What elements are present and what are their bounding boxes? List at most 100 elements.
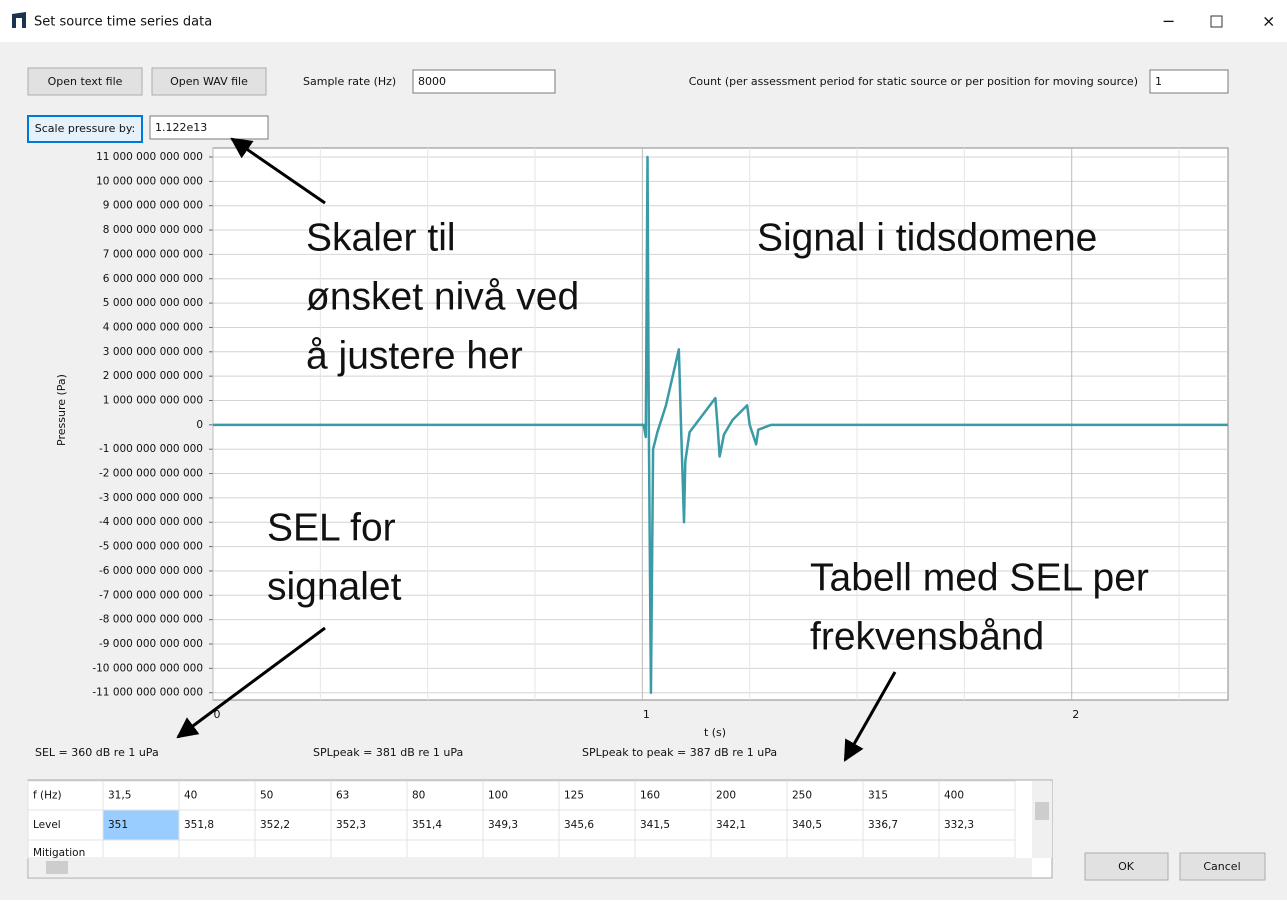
cancel-button[interactable] bbox=[1179, 852, 1266, 881]
annotations: Skaler til ønsket nivå ved å justere her Si… bbox=[267, 216, 1149, 658]
cell-text: 315 bbox=[868, 790, 888, 802]
y-tick-label: -1 000 000 000 000 bbox=[99, 443, 203, 455]
annotation: frekvensbånd bbox=[810, 615, 1044, 658]
table-cell bbox=[406, 809, 484, 841]
y-tick-label: -6 000 000 000 000 bbox=[99, 565, 203, 577]
table-cell bbox=[862, 809, 940, 841]
button-label: Open WAV file bbox=[170, 75, 248, 88]
minimize[interactable]: − bbox=[1162, 12, 1175, 31]
annotation: SEL for bbox=[267, 506, 396, 549]
table-cell bbox=[786, 780, 864, 811]
close[interactable]: × bbox=[1262, 12, 1275, 31]
table-cell bbox=[482, 839, 560, 859]
cell-text: 400 bbox=[944, 790, 964, 802]
table-cell bbox=[558, 809, 636, 841]
x-tick-label: 2 bbox=[1072, 708, 1079, 721]
app-icon bbox=[12, 12, 26, 28]
y-tick-label: -3 000 000 000 000 bbox=[99, 492, 203, 504]
y-tick-label: 9 000 000 000 000 bbox=[103, 200, 203, 212]
x-tick-label: 1 bbox=[643, 708, 650, 721]
stat: SEL = 360 dB re 1 uPa bbox=[35, 746, 159, 759]
cell-text: 40 bbox=[184, 790, 197, 802]
annotation: signalet bbox=[267, 565, 402, 608]
y-tick-label: 6 000 000 000 000 bbox=[103, 273, 203, 285]
y-tick-label: 8 000 000 000 000 bbox=[103, 224, 203, 236]
count-value: 1 bbox=[1155, 75, 1162, 88]
table-cell bbox=[102, 839, 180, 859]
open-wav-button[interactable] bbox=[151, 67, 267, 96]
y-tick-label: 11 000 000 000 000 bbox=[96, 151, 203, 163]
cell-text: 340,5 bbox=[792, 819, 822, 831]
y-tick-label: 10 000 000 000 000 bbox=[96, 175, 203, 187]
table-cell bbox=[938, 839, 1016, 859]
x-tick-label: 0 bbox=[214, 708, 221, 721]
sample-rate-label: Sample rate (Hz) bbox=[303, 75, 396, 88]
cell-text: 50 bbox=[260, 790, 273, 802]
h-scroll-thumb[interactable] bbox=[46, 861, 68, 874]
h-scrollbar[interactable] bbox=[29, 858, 1032, 877]
annotation: Skaler til bbox=[306, 216, 456, 259]
table-cells: f (Hz) 31,5 40 50 63 80 100 125 160 200 250 315 400 L… bbox=[27, 780, 1016, 859]
table-cell bbox=[938, 809, 1016, 841]
cell-text: 332,3 bbox=[944, 819, 974, 831]
maximize[interactable] bbox=[1210, 15, 1223, 28]
sample-rate-value: 8000 bbox=[418, 75, 446, 88]
y-tick-label: -7 000 000 000 000 bbox=[99, 589, 203, 601]
arrow bbox=[176, 626, 326, 739]
table-cell bbox=[938, 780, 1016, 811]
button-label: OK bbox=[1118, 860, 1135, 873]
table-cell bbox=[330, 839, 408, 859]
stat: SPLpeak = 381 dB re 1 uPa bbox=[313, 746, 463, 759]
scale-value: 1.122e13 bbox=[155, 121, 207, 134]
x-axis-label: t (s) bbox=[704, 726, 726, 739]
annotation: Signal i tidsdomene bbox=[757, 216, 1097, 259]
cell-text: 160 bbox=[640, 790, 660, 802]
count-input[interactable] bbox=[1149, 69, 1229, 94]
cell-text: 125 bbox=[564, 790, 584, 802]
table-cell bbox=[254, 839, 332, 859]
table-cell bbox=[862, 839, 940, 859]
cell-text: 351,4 bbox=[412, 819, 442, 831]
ok-button[interactable] bbox=[1084, 852, 1169, 881]
table-cell bbox=[27, 780, 104, 811]
y-axis-label: Pressure (Pa) bbox=[55, 374, 68, 446]
table-cell bbox=[178, 839, 256, 859]
cell-text: 342,1 bbox=[716, 819, 746, 831]
annotation: ønsket nivå ved bbox=[306, 275, 579, 318]
window-title: Set source time series data bbox=[34, 15, 212, 30]
scale-input[interactable] bbox=[149, 115, 269, 140]
count-label: Count (per assessment period for static … bbox=[689, 75, 1138, 88]
cell-text: 31,5 bbox=[108, 790, 131, 802]
y-tick-label: 3 000 000 000 000 bbox=[103, 346, 203, 358]
y-tick-label: -8 000 000 000 000 bbox=[99, 614, 203, 626]
cell-text: 351,8 bbox=[184, 819, 214, 831]
title-bar bbox=[0, 0, 1287, 42]
cell-text: 341,5 bbox=[640, 819, 670, 831]
v-scroll-thumb[interactable] bbox=[1035, 802, 1049, 820]
cell-text: 200 bbox=[716, 790, 736, 802]
table-cell bbox=[102, 809, 180, 841]
cell-text: 349,3 bbox=[488, 819, 518, 831]
sample-rate-input[interactable] bbox=[412, 69, 556, 94]
cell-text: 80 bbox=[412, 790, 425, 802]
table-cell bbox=[178, 809, 256, 841]
button-label: Cancel bbox=[1203, 860, 1240, 873]
open-text-button[interactable] bbox=[27, 67, 143, 96]
table-cell bbox=[558, 839, 636, 859]
cell-text: Level bbox=[33, 819, 61, 831]
table-cell bbox=[634, 809, 712, 841]
table-cell bbox=[406, 839, 484, 859]
y-tick-label: -4 000 000 000 000 bbox=[99, 516, 203, 528]
y-tick-label: -10 000 000 000 000 bbox=[92, 662, 203, 674]
table-cell bbox=[634, 839, 712, 859]
cell-text: Mitigation bbox=[33, 847, 85, 859]
cell-text: 351 bbox=[108, 819, 128, 831]
y-tick-label: 2 000 000 000 000 bbox=[103, 370, 203, 382]
button-label: Open text file bbox=[48, 75, 123, 88]
scale-button[interactable] bbox=[27, 115, 143, 143]
table-cell bbox=[27, 809, 104, 841]
stat: SPLpeak to peak = 387 dB re 1 uPa bbox=[582, 746, 777, 759]
table-cell bbox=[710, 839, 788, 859]
cell-text: 100 bbox=[488, 790, 508, 802]
